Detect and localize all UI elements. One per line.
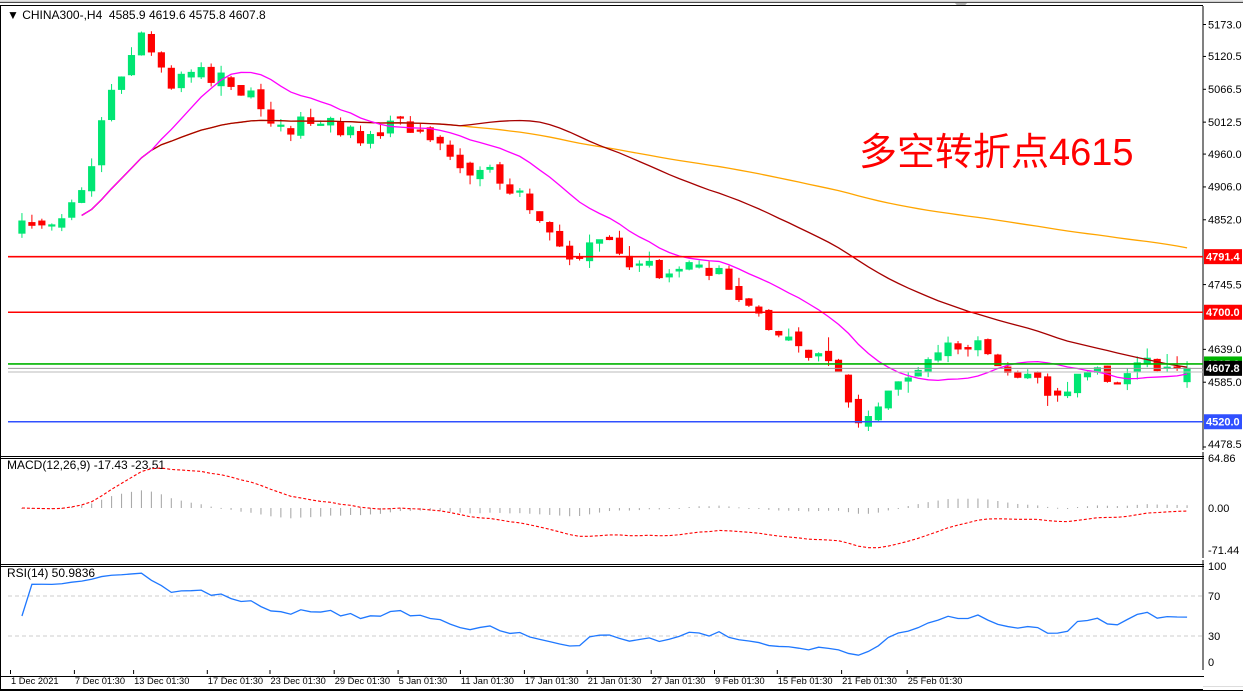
svg-text:30: 30 xyxy=(1208,631,1220,643)
svg-text:5173.0: 5173.0 xyxy=(1208,19,1242,31)
svg-text:4791.4: 4791.4 xyxy=(1206,251,1241,263)
svg-text:17 Jan 01:30: 17 Jan 01:30 xyxy=(525,676,579,686)
svg-text:0.00: 0.00 xyxy=(1208,503,1229,515)
svg-text:64.86: 64.86 xyxy=(1208,453,1236,465)
svg-text:25 Feb 01:30: 25 Feb 01:30 xyxy=(908,676,963,686)
svg-text:21 Jan 01:30: 21 Jan 01:30 xyxy=(588,676,642,686)
svg-text:0: 0 xyxy=(1208,657,1214,669)
svg-text:11 Jan 01:30: 11 Jan 01:30 xyxy=(461,676,514,686)
svg-text:-71.44: -71.44 xyxy=(1208,545,1239,557)
svg-text:5 Jan 01:30: 5 Jan 01:30 xyxy=(399,676,448,686)
svg-text:4607.8: 4607.8 xyxy=(1206,363,1240,375)
svg-text:4520.0: 4520.0 xyxy=(1206,417,1240,429)
svg-text:5012.5: 5012.5 xyxy=(1208,117,1242,129)
svg-text:70: 70 xyxy=(1208,591,1220,603)
svg-text:4745.5: 4745.5 xyxy=(1208,279,1242,291)
svg-text:4639.0: 4639.0 xyxy=(1208,344,1242,356)
svg-text:4852.0: 4852.0 xyxy=(1208,215,1242,227)
svg-text:17 Dec 01:30: 17 Dec 01:30 xyxy=(208,676,263,686)
svg-text:23 Dec 01:30: 23 Dec 01:30 xyxy=(271,676,326,686)
svg-text:4960.0: 4960.0 xyxy=(1208,149,1242,161)
svg-text:4700.0: 4700.0 xyxy=(1206,307,1240,319)
svg-text:100: 100 xyxy=(1208,561,1226,573)
svg-text:5120.5: 5120.5 xyxy=(1208,51,1242,63)
svg-text:7 Dec 01:30: 7 Dec 01:30 xyxy=(75,676,125,686)
svg-text:13 Dec 01:30: 13 Dec 01:30 xyxy=(134,676,189,686)
svg-text:27 Jan 01:30: 27 Jan 01:30 xyxy=(652,676,706,686)
svg-text:4906.0: 4906.0 xyxy=(1208,182,1242,194)
svg-text:4478.5: 4478.5 xyxy=(1208,439,1242,451)
svg-text:21 Feb 01:30: 21 Feb 01:30 xyxy=(842,676,897,686)
svg-text:9 Feb 01:30: 9 Feb 01:30 xyxy=(715,676,765,686)
svg-text:29 Dec 01:30: 29 Dec 01:30 xyxy=(335,676,390,686)
svg-text:1 Dec 2021: 1 Dec 2021 xyxy=(11,676,59,686)
svg-text:4585.0: 4585.0 xyxy=(1208,377,1242,389)
svg-text:5066.5: 5066.5 xyxy=(1208,84,1242,96)
svg-text:15 Feb 01:30: 15 Feb 01:30 xyxy=(778,676,833,686)
